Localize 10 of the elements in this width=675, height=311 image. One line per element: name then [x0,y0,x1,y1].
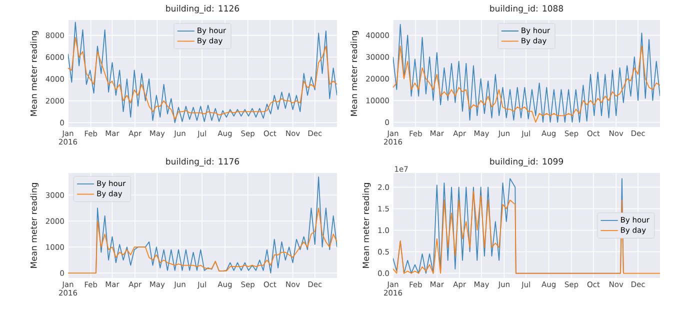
y-axis-title: Mean meter reading [362,183,371,268]
y-axis-title: Mean meter reading [350,31,359,116]
line-series [393,24,660,123]
chart-title: building_id: 1126 [166,5,240,14]
y-axis-title: Mean meter reading [30,31,39,116]
chart-title: building_id: 1088 [490,5,564,14]
line-series [68,22,338,124]
y-axis-title: Mean meter reading [30,183,39,268]
chart-title: building_id: 1099 [490,158,563,166]
chart-title: building_id: 1176 [166,158,240,166]
